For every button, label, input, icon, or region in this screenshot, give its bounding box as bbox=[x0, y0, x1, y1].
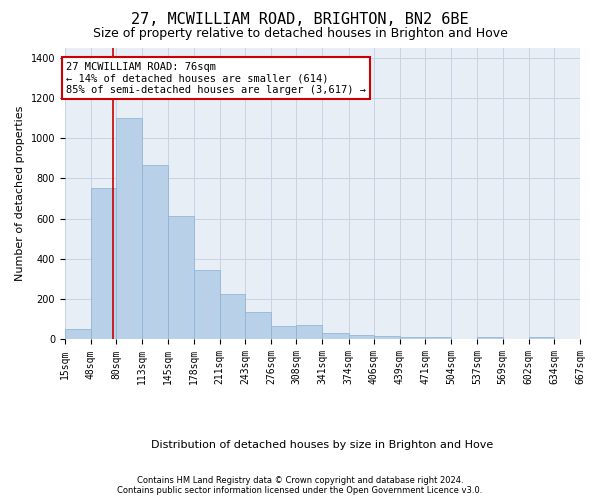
Bar bbox=[529, 338, 554, 340]
Bar bbox=[271, 326, 296, 340]
Bar bbox=[116, 118, 142, 340]
Bar bbox=[374, 336, 400, 340]
Bar bbox=[65, 330, 91, 340]
Bar bbox=[142, 166, 167, 340]
Bar bbox=[400, 338, 425, 340]
Text: 27, MCWILLIAM ROAD, BRIGHTON, BN2 6BE: 27, MCWILLIAM ROAD, BRIGHTON, BN2 6BE bbox=[131, 12, 469, 28]
Bar bbox=[296, 326, 322, 340]
Bar bbox=[322, 334, 349, 340]
Text: Contains public sector information licensed under the Open Government Licence v3: Contains public sector information licen… bbox=[118, 486, 482, 495]
Bar bbox=[425, 338, 451, 340]
Bar bbox=[220, 294, 245, 340]
Y-axis label: Number of detached properties: Number of detached properties bbox=[15, 106, 25, 281]
Bar bbox=[245, 312, 271, 340]
Text: Size of property relative to detached houses in Brighton and Hove: Size of property relative to detached ho… bbox=[92, 28, 508, 40]
Bar bbox=[167, 216, 194, 340]
X-axis label: Distribution of detached houses by size in Brighton and Hove: Distribution of detached houses by size … bbox=[151, 440, 494, 450]
Bar bbox=[477, 338, 503, 340]
Bar bbox=[349, 336, 374, 340]
Bar bbox=[91, 188, 116, 340]
Text: 27 MCWILLIAM ROAD: 76sqm
← 14% of detached houses are smaller (614)
85% of semi-: 27 MCWILLIAM ROAD: 76sqm ← 14% of detach… bbox=[65, 62, 365, 95]
Bar bbox=[194, 270, 220, 340]
Text: Contains HM Land Registry data © Crown copyright and database right 2024.: Contains HM Land Registry data © Crown c… bbox=[137, 476, 463, 485]
